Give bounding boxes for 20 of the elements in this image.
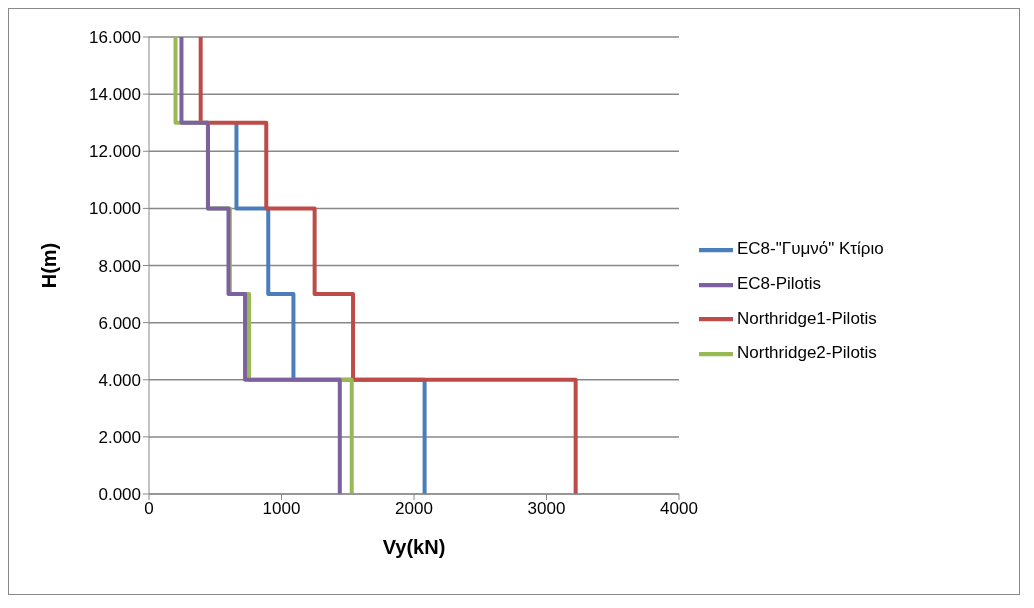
legend-label: EC8-"Γυμνό" Κτίριο [737,238,884,258]
y-tick-label: 10.000 [89,199,141,219]
y-tick-label: 0.000 [98,485,141,505]
legend-label: EC8-Pilotis [737,273,822,293]
x-tick-label: 3000 [527,499,566,519]
y-tick-label: 8.000 [98,256,141,276]
y-tick-label: 14.000 [89,85,141,105]
y-tick-label: 16.000 [89,28,141,48]
legend-label: Northridge2-Pilotis [737,343,877,363]
legend-label: Northridge1-Pilotis [737,308,877,328]
x-tick-label: 2000 [395,499,433,519]
y-tick-label: 4.000 [98,370,141,390]
x-tick-label: 1000 [262,499,301,519]
x-axis-title: Vy(kN) [382,536,446,558]
y-tick-label: 12.000 [89,142,141,162]
y-tick-label: 2.000 [98,427,141,447]
x-tick-label: 4000 [660,499,698,519]
y-tick-label: 6.000 [98,313,141,333]
y-axis-title: H(m) [38,242,61,289]
x-tick-label: 0 [144,499,154,519]
